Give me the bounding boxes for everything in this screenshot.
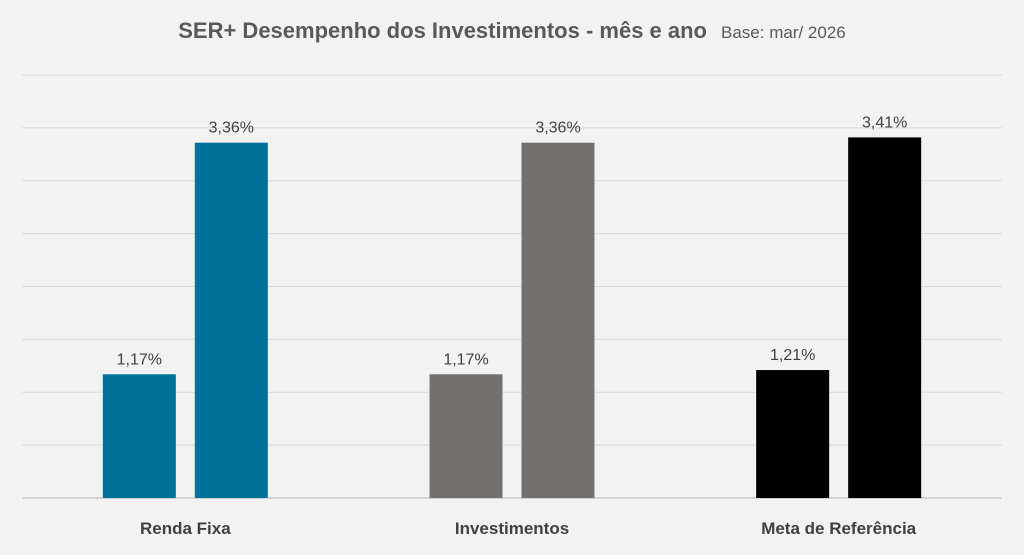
data-label: 3,36% [209, 120, 254, 137]
data-label: 1,17% [117, 351, 162, 368]
bar [756, 370, 830, 498]
title-row: SER+ Desempenho dos Investimentos - mês … [0, 18, 1024, 44]
data-label: 3,36% [535, 120, 580, 137]
data-label: 3,41% [862, 114, 907, 131]
bar [521, 142, 595, 498]
category-label: Investimentos [455, 519, 569, 538]
bar [429, 374, 503, 498]
data-label: 1,17% [443, 351, 488, 368]
chart-subtitle: Base: mar/ 2026 [721, 23, 846, 42]
bar [848, 137, 922, 498]
bar [194, 142, 268, 498]
category-label: Meta de Referência [761, 519, 916, 538]
data-label: 1,21% [770, 347, 815, 364]
bar [102, 374, 176, 498]
chart-title: SER+ Desempenho dos Investimentos - mês … [178, 18, 707, 43]
category-label: Renda Fixa [140, 519, 231, 538]
